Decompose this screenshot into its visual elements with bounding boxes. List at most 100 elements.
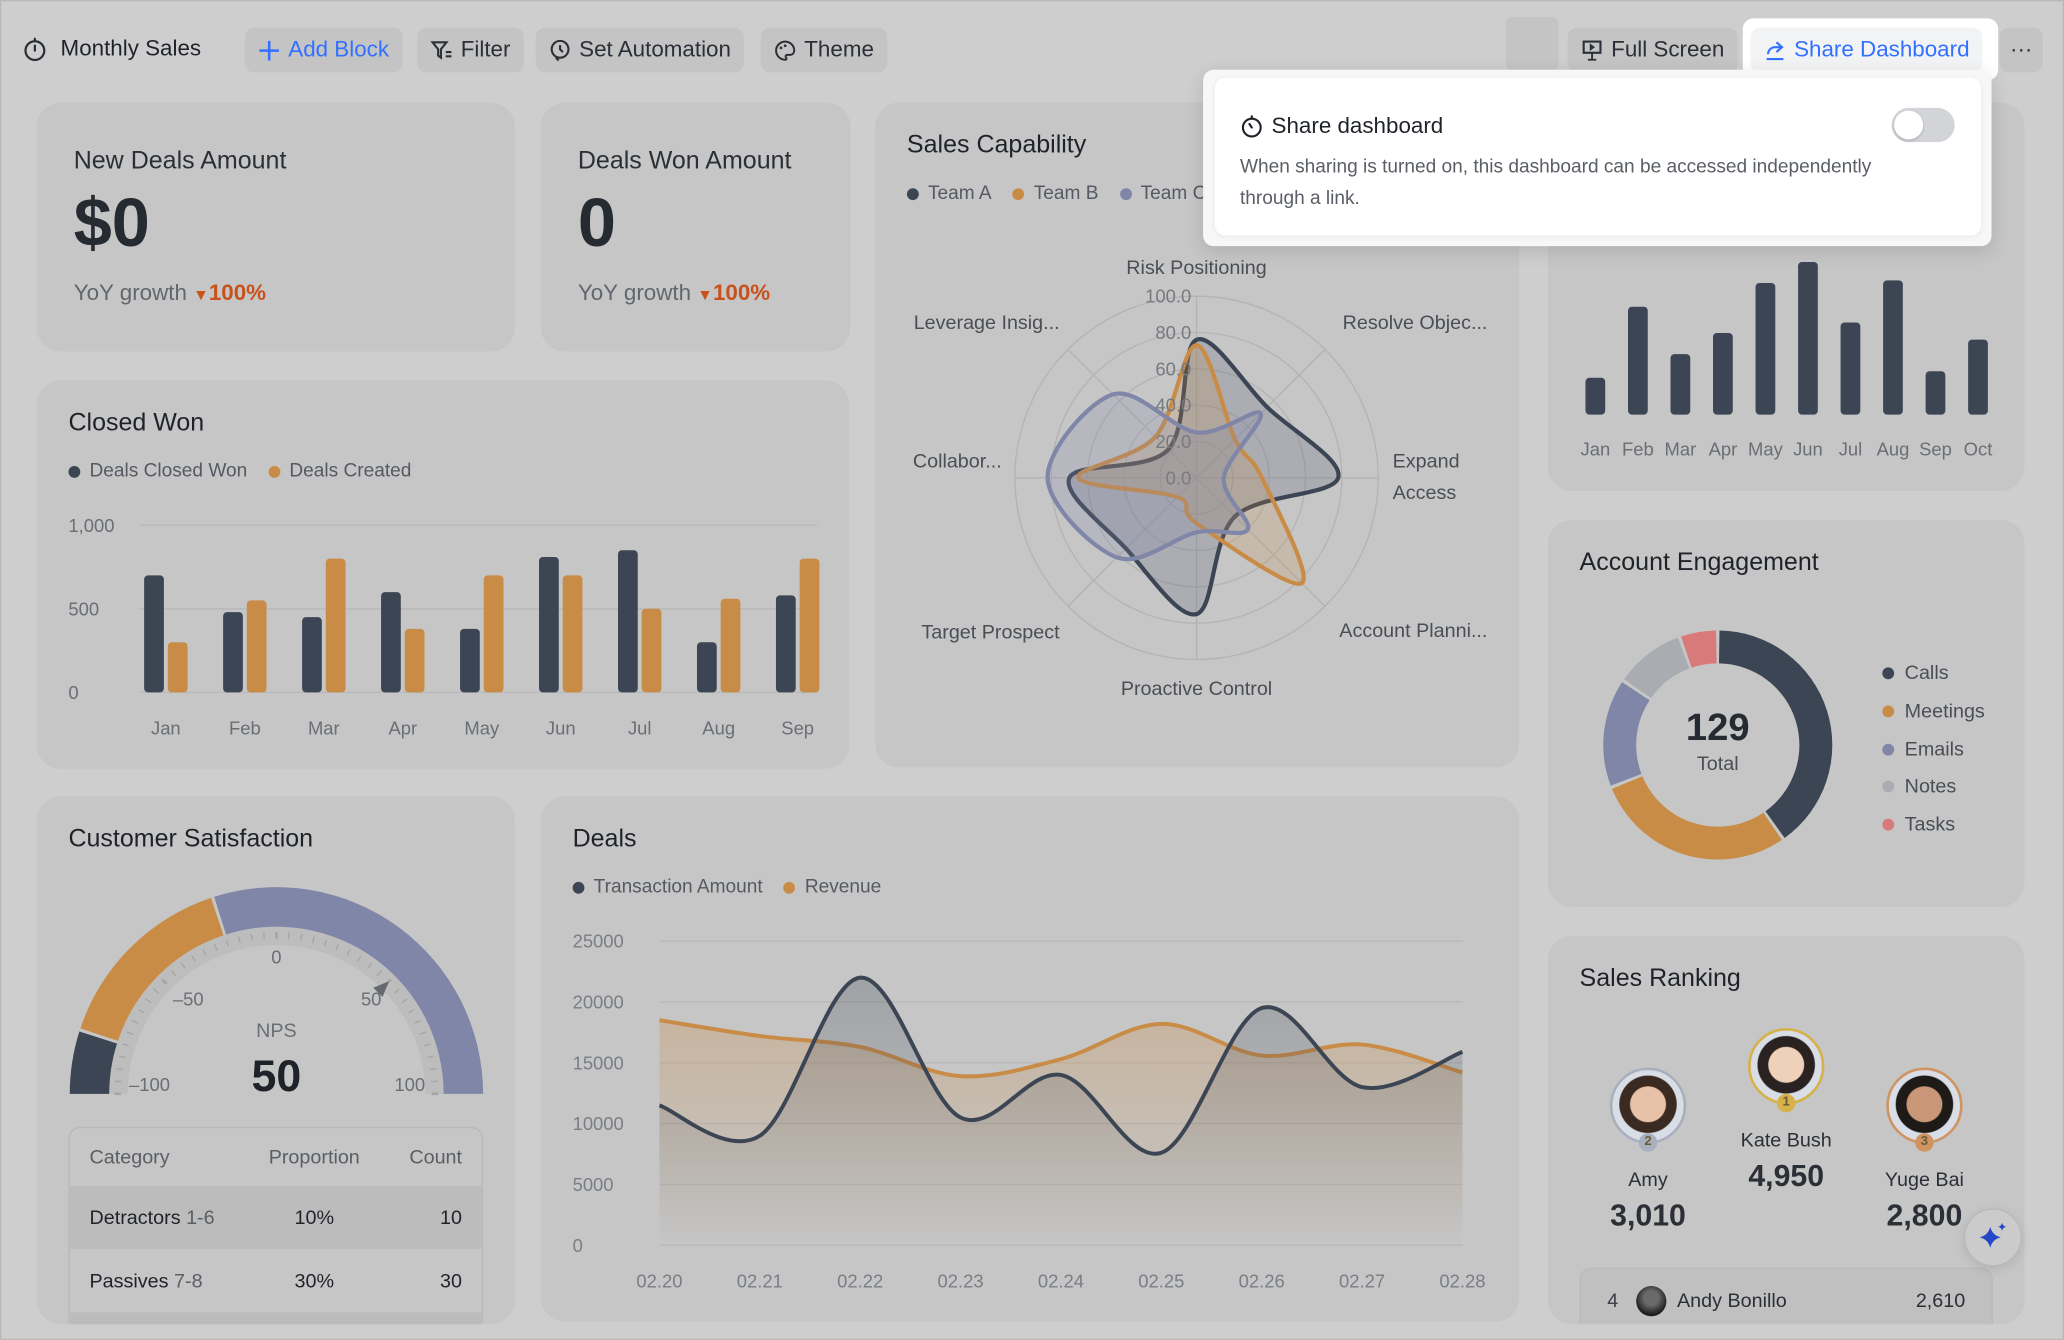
gauge-tick [170,970,177,977]
gauge-label: NPS [256,1020,297,1042]
rank-badge: 1 [1777,1093,1796,1113]
legend-item: Notes [1882,769,1985,807]
avatar [1748,1028,1825,1105]
gauge-tick [346,949,351,956]
rep-value: 2,800 [1886,1197,1963,1233]
yoy-growth: YoY growth ▼100% [73,280,267,306]
gauge-tick [312,936,315,943]
legend-item: Emails [1882,731,1985,769]
sales-ranking-card: Sales Ranking 2 Amy 3,010 1 Kate Bush 4,… [1547,935,2025,1325]
gauge-tick [335,944,339,951]
gauge-tick [180,962,186,969]
set-automation-button[interactable]: Set Automation [535,27,745,73]
bar [404,628,425,693]
filter-button[interactable]: Filter [417,27,524,73]
full-screen-button[interactable]: Full Screen [1567,27,1738,73]
gauge-tick-label: 100 [394,1074,425,1095]
x-tick-label: 02.22 [837,1270,883,1291]
legend-item: Team C [1119,183,1206,204]
gauge-pointer [373,981,390,998]
add-block-button[interactable]: Add Block [244,27,403,73]
bar [1670,354,1691,415]
x-tick-label: Jul [628,717,652,738]
x-tick-label: Jun [1793,438,1823,459]
donut-slice [1611,776,1782,860]
donut-total-value: 129 [1685,706,1750,749]
sparkle-icon [1979,1222,2007,1248]
plus-icon [259,40,279,60]
line-series-transaction-amount [658,975,1464,1156]
theme-button[interactable]: Theme [760,27,888,73]
avatar [1886,1067,1963,1144]
radial-tick-label: 100.0 [1145,286,1191,307]
x-tick-label: Feb [229,717,261,738]
timer-icon [24,36,46,61]
radar-series-team-a [1066,337,1341,617]
y-tick-label: 15000 [573,1052,624,1073]
ai-assistant-button[interactable] [1963,1208,2022,1267]
bar [799,558,820,693]
gauge-tick [287,932,290,940]
dashboard-title[interactable]: Monthly Sales [22,36,201,62]
gauge-tick [263,932,265,940]
bar [775,595,796,693]
gauge-tick [126,1031,134,1036]
gauge-tick [138,1008,145,1014]
x-tick-label: Mar [1665,438,1697,459]
share-dashboard-popover: Share dashboard When sharing is turned o… [1203,69,1992,247]
presentation-icon [1582,39,1602,61]
axis-label: Risk Positioning [1126,257,1266,279]
legend-item: Team B [1012,183,1098,204]
x-tick-label: May [1748,438,1784,459]
palette-icon [775,39,796,61]
gauge-tick [122,1043,129,1047]
yoy-growth: YoY growth ▼100% [577,280,771,306]
share-dashboard-button[interactable]: Share Dashboard [1750,27,1983,73]
gauge-tick [367,962,373,969]
deals-card: Deals Transaction Amount Revenue 0 5000 10… [540,796,1520,1322]
axis-label: Collabor... [913,450,1002,472]
x-tick-label: Feb [1622,438,1654,459]
table-row: Passives 7-8 30% 30 [89,1269,463,1292]
down-arrow-icon: ▼ [193,285,209,305]
timer-icon [1241,115,1262,138]
gauge-tick-label: 50 [361,989,381,1010]
nps-gauge: –100 –50 0 50 100 NPS 50 [69,887,484,1101]
share-toggle[interactable] [1891,107,1955,143]
popover-title: Share dashboard [1271,113,1444,139]
bar [246,600,267,693]
bar [1755,283,1776,415]
closed-won-legend: Deals Closed Won Deals Created [68,461,411,482]
rep-name: Kate Bush [1740,1129,1832,1152]
gauge-tick [161,978,168,985]
x-tick-label: Aug [1877,438,1910,459]
bar [539,556,559,693]
nps-table: Category Proportion Count Detractors 1-6… [68,1126,484,1325]
bar [302,617,322,693]
gauge-track [109,926,444,1094]
gauge-tick [202,949,207,956]
gauge-tick [357,955,362,962]
gauge-tick [423,1043,431,1047]
radar-legend: Team A Team B Team C [906,183,1206,204]
bar [1628,306,1648,415]
gauge-tick [114,1080,122,1083]
rank-badge: 3 [1915,1133,1934,1152]
y-tick-label: 1,000 [68,515,114,536]
more-button[interactable]: ··· [1999,27,2043,73]
bar [167,642,188,693]
gauge-segment [80,897,224,1041]
bar [223,612,243,693]
gauge-tick [300,933,303,941]
x-tick-label: 02.20 [636,1270,682,1291]
kpi-card-new-deals: New Deals Amount $0 YoY growth ▼100% [36,102,515,352]
area-fill [659,977,1463,1246]
gauge-tick [408,1008,415,1014]
x-tick-label: Apr [1709,438,1738,459]
ranking-list-item[interactable]: 4 Andy Bonillo 2,610 [1579,1267,1993,1325]
bar [1585,377,1606,415]
radial-tick-label: 0.0 [1166,467,1192,488]
x-tick-label: 02.27 [1339,1270,1385,1291]
legend-item: Meetings [1882,693,1985,731]
